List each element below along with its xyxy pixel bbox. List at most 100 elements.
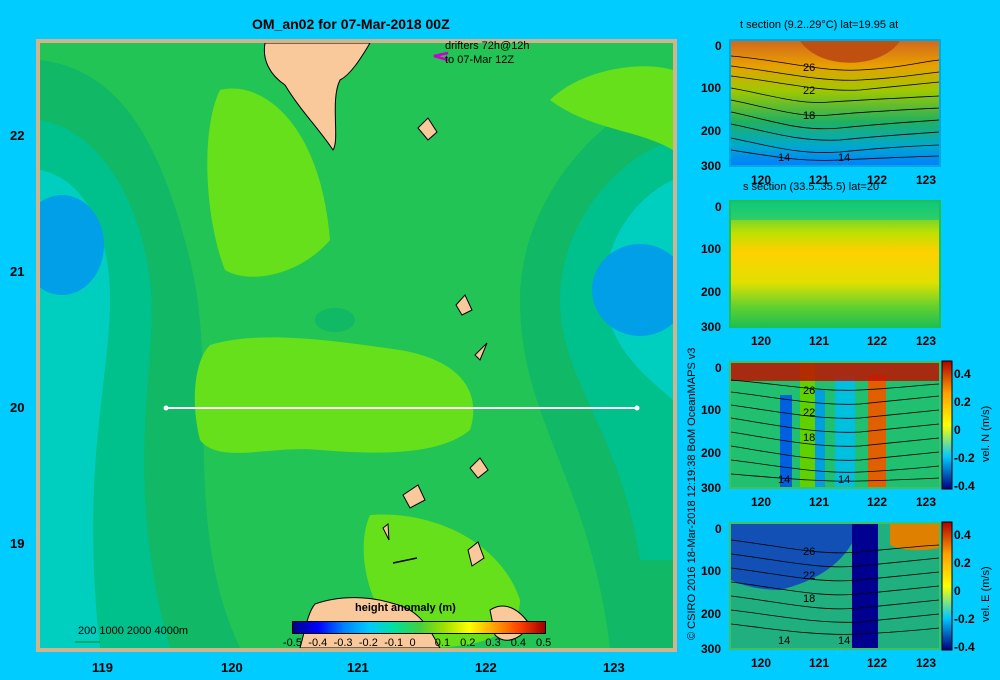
panel-y-tick: 100 [701, 403, 722, 417]
main-title: OM_an02 for 07-Mar-2018 00Z [252, 16, 450, 32]
main-y-tick: 22 [10, 128, 25, 143]
panel-x-tick: 121 [809, 173, 830, 187]
panel-y-tick: 100 [701, 564, 722, 578]
drifters-label-1: drifters 72h@12h [445, 40, 530, 52]
panel-y-tick: 200 [701, 285, 722, 299]
p4-label-22: 22 [803, 570, 816, 582]
panel1-title: t section (9.2..29°C) lat=19.95 at [740, 19, 899, 31]
colorbar-tick: 0.5 [536, 637, 552, 649]
panel-x-tick: 122 [867, 334, 888, 348]
p4-label-18: 18 [803, 593, 816, 605]
panel-x-tick: 120 [751, 334, 772, 348]
main-map [36, 39, 677, 652]
main-x-tick: 120 [221, 660, 243, 675]
panel-x-tick: 123 [916, 173, 937, 187]
colorbar-tick: 0.3 [485, 637, 501, 649]
island-6 [467, 541, 485, 567]
panel-colorbar-tick: -0.2 [954, 612, 975, 626]
panel-x-tick: 120 [751, 495, 772, 509]
depth-legend: 200 1000 2000 4000m [78, 625, 189, 637]
panel4-contours [730, 539, 940, 635]
high-northeast [550, 66, 673, 150]
panel-y-tick: 0 [715, 361, 722, 375]
panel1-contours [730, 55, 940, 161]
panel1-warm-core [800, 41, 900, 63]
low-west [40, 195, 104, 295]
high-north [207, 88, 330, 277]
panel-x-tick: 121 [809, 334, 830, 348]
panel3-top-layer [731, 363, 939, 381]
panel1-field [731, 41, 939, 165]
panel-y-tick: 0 [715, 522, 722, 536]
panel-colorbar-tick: -0.4 [954, 479, 975, 493]
main-x-tick: 121 [347, 660, 369, 675]
colorbar-tick: 0.2 [460, 637, 476, 649]
panel-colorbar-tick: 0 [954, 423, 961, 437]
panel-x-tick: 123 [916, 334, 937, 348]
panel2-top-layer [731, 202, 939, 220]
p1-label-22: 22 [803, 85, 816, 97]
low-east [592, 244, 673, 336]
panel-y-tick: 100 [701, 81, 722, 95]
p1-label-14a: 14 [778, 152, 791, 164]
p3-label-14a: 14 [778, 474, 791, 486]
panel-y-tick: 300 [701, 320, 722, 334]
p1-label-18: 18 [803, 110, 816, 122]
panel-x-tick: 122 [867, 495, 888, 509]
island-2 [455, 294, 473, 316]
island-5 [402, 484, 426, 509]
panel3-band-3 [815, 390, 825, 487]
panel4-westward [731, 524, 860, 590]
colorbar-tick: -0.1 [384, 637, 404, 649]
land-taiwan [263, 43, 371, 151]
main-x-tick: 122 [475, 660, 497, 675]
colorbar-tick: 0 [409, 637, 416, 649]
panel-y-tick: 200 [701, 446, 722, 460]
velN-label: vel. N (m/s) [980, 405, 992, 462]
panel-colorbar-tick: -0.4 [954, 640, 975, 654]
section-line-end [634, 405, 640, 411]
p4-label-26: 26 [803, 546, 816, 558]
main-y-tick: 20 [10, 400, 25, 415]
panel-colorbar-tick: 0 [954, 584, 961, 598]
panel-y-tick: 300 [701, 159, 722, 173]
island-1 [417, 117, 438, 141]
island-3 [474, 342, 488, 361]
drifter-arrow-icon [433, 51, 449, 62]
colorbar-tick: -0.5 [283, 637, 302, 649]
panel-colorbar-tick: 0.4 [954, 528, 971, 542]
colorbar-tick: -0.4 [308, 637, 328, 649]
panel4-jet [852, 524, 878, 648]
island-4 [469, 457, 489, 479]
drifters-label-2: to 07-Mar 12Z [445, 54, 515, 66]
panel-colorbar-tick: 0.2 [954, 556, 971, 570]
panel-x-tick: 123 [916, 495, 937, 509]
island-7 [382, 523, 390, 541]
colorbar-tick: -0.2 [358, 637, 378, 649]
main-y-tick: 19 [10, 536, 25, 551]
panel-x-tick: 122 [867, 173, 888, 187]
panel-y-tick: 200 [701, 607, 722, 621]
island-8 [392, 557, 418, 564]
main-x-tick: 123 [603, 660, 625, 675]
panel-x-tick: 121 [809, 656, 830, 670]
p1-label-26: 26 [803, 62, 816, 74]
main-y-tick: 21 [10, 264, 25, 279]
section-line-start [163, 405, 169, 411]
high-centre [194, 337, 474, 453]
panel-colorbar-tick: -0.2 [954, 451, 975, 465]
panel3-band-4 [835, 375, 855, 487]
panel2-field [731, 202, 939, 326]
panel-y-tick: 300 [701, 642, 722, 656]
p3-label-22: 22 [803, 407, 816, 419]
panel-y-tick: 0 [715, 200, 722, 214]
p4-label-14b: 14 [838, 635, 851, 647]
panel-y-tick: 100 [701, 242, 722, 256]
p1-label-14b: 14 [838, 152, 851, 164]
panel-x-tick: 123 [916, 656, 937, 670]
colorbar [292, 621, 546, 634]
velE-label: vel. E (m/s) [980, 566, 992, 622]
panel-y-tick: 300 [701, 481, 722, 495]
panel-x-tick: 120 [751, 656, 772, 670]
